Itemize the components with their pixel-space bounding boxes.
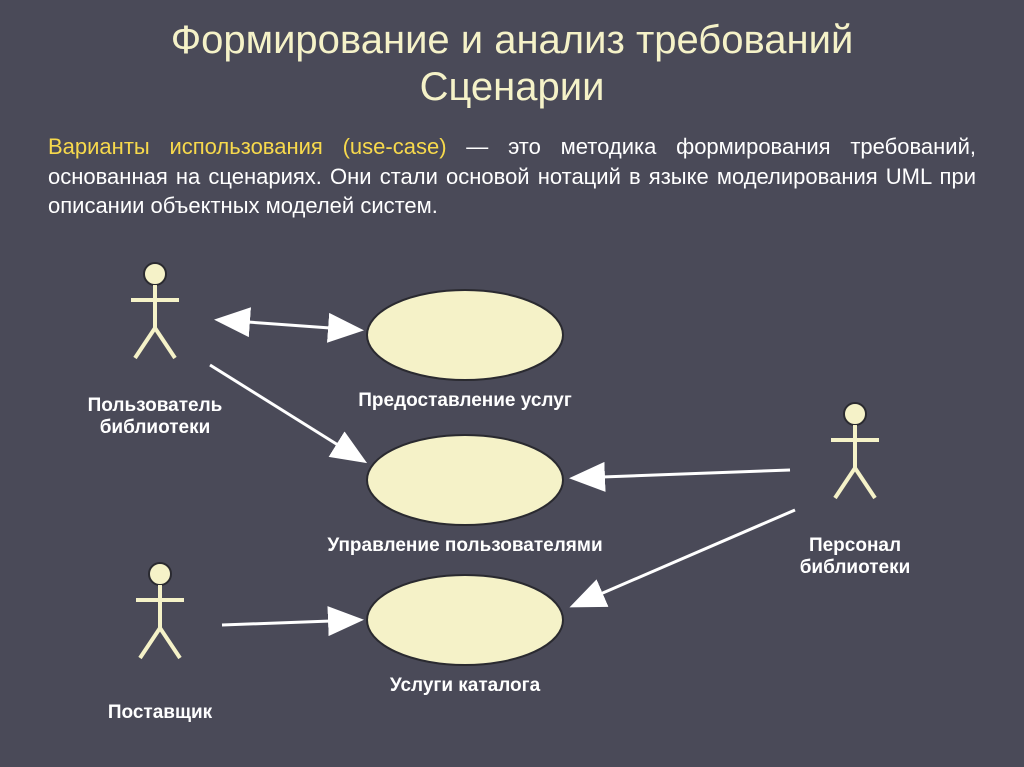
actor-staff [831, 403, 879, 498]
title-line-2: Сценарии [0, 65, 1024, 110]
actor-label-supplier: Поставщик [50, 702, 270, 724]
usecase-label-manage: Управление пользователями [295, 535, 635, 557]
usecase-catalog [367, 575, 563, 665]
usecase-manage [367, 435, 563, 525]
slide-title: Формирование и анализ требований Сценари… [0, 0, 1024, 110]
usecase-label-services: Предоставление услуг [295, 390, 635, 412]
highlight-term: Варианты использования (use-case) [48, 134, 447, 159]
edge-staff-manage [575, 470, 790, 478]
actor-label-staff: Персонал библиотеки [745, 535, 965, 579]
description-paragraph: Варианты использования (use-case) — это … [0, 110, 1024, 221]
actor-user [131, 263, 179, 358]
actor-label-user: Пользователь библиотеки [45, 395, 265, 439]
edge-user-services [220, 320, 358, 330]
usecase-label-catalog: Услуги каталога [295, 675, 635, 697]
edge-supplier-catalog [222, 620, 358, 625]
usecase-services [367, 290, 563, 380]
title-line-1: Формирование и анализ требований [0, 18, 1024, 63]
actor-supplier [136, 563, 184, 658]
